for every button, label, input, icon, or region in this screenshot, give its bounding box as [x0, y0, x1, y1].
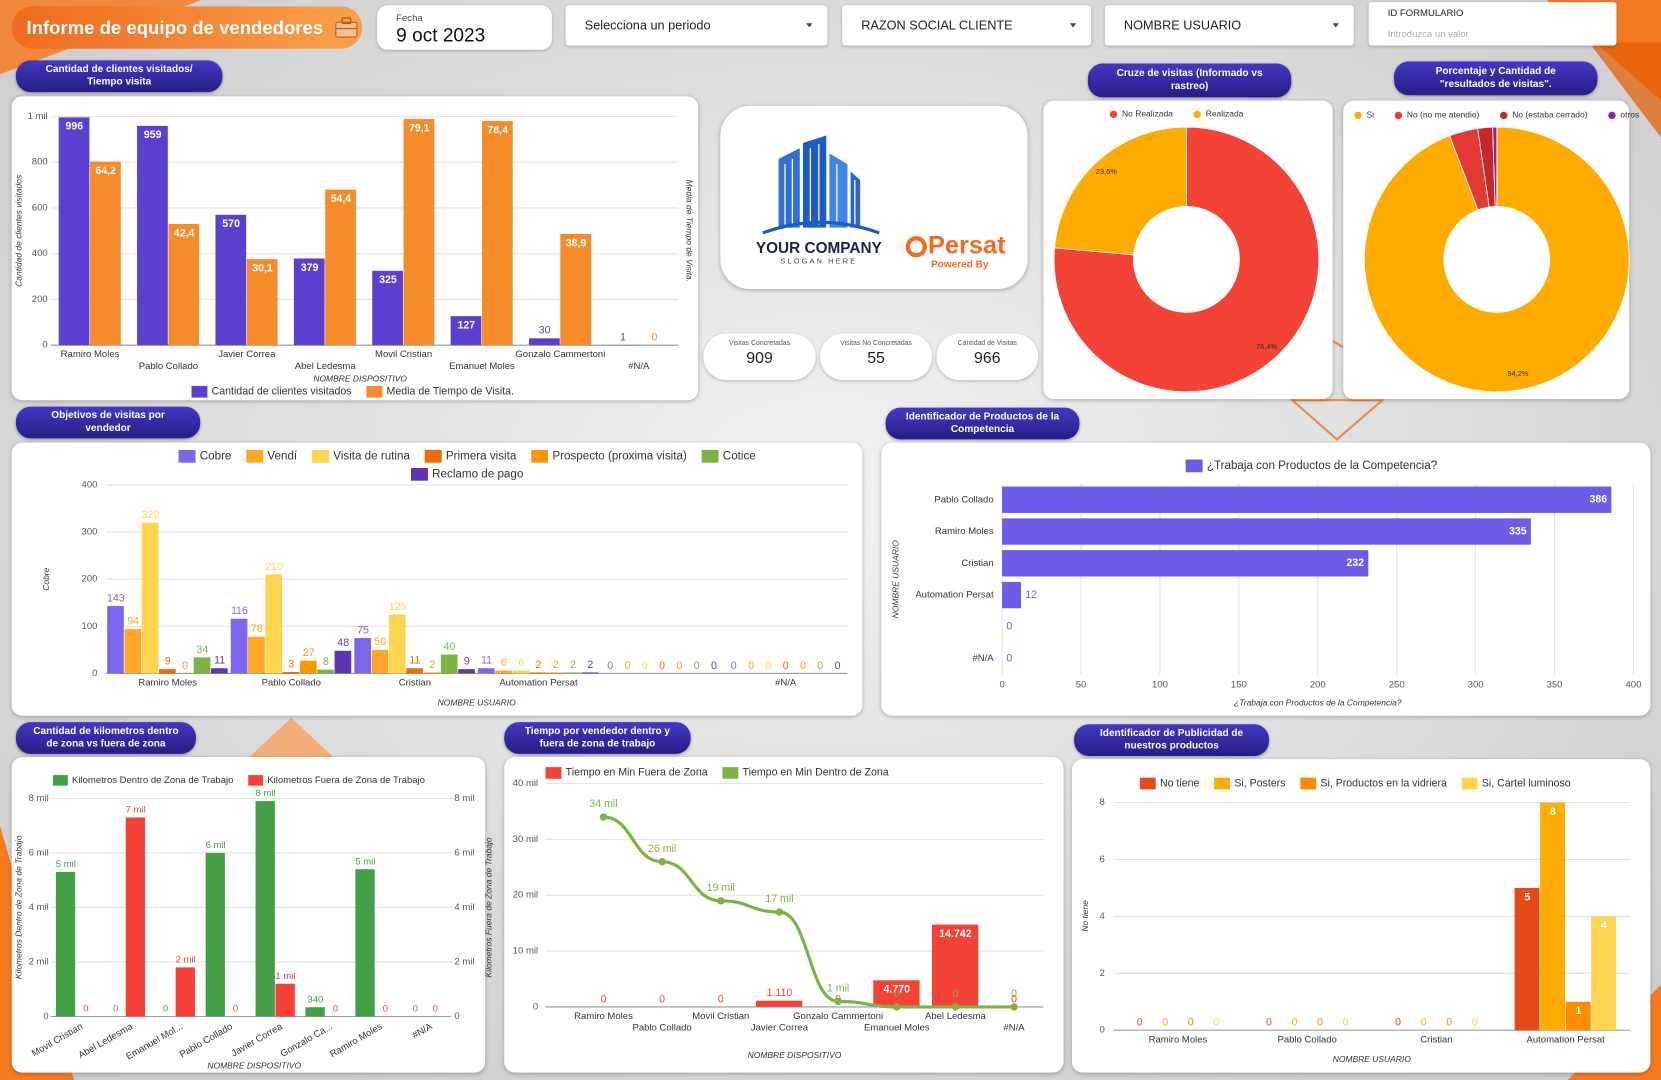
building-icon [778, 135, 861, 228]
header-title: Informe de equipo de vendedores [26, 16, 324, 38]
filter-dropdown[interactable]: Selecciona un periodo [565, 5, 828, 46]
chart-title: Porcentaje y Cantidad de "resultados de … [1394, 61, 1598, 96]
date-label: Fecha [396, 12, 423, 24]
persat-mark [905, 236, 927, 258]
decor [1332, 340, 1344, 349]
brand-name: Persat [928, 231, 1006, 259]
caret [1332, 23, 1339, 28]
card [11, 442, 863, 716]
card [11, 757, 486, 1073]
company-name: YOUR COMPANY [756, 240, 882, 257]
filter-dropdown[interactable]: NOMBRE USUARIO [1104, 5, 1354, 46]
logo-card: YOUR COMPANY SLOGAN HERE Persat Powered … [720, 105, 1028, 290]
kpi-card: Visitas Concretadas 909 [703, 333, 816, 381]
building-lines [784, 143, 856, 225]
briefcase-icon [335, 17, 358, 38]
decor [243, 717, 339, 763]
chart-title: Identificador de Productos de la Compete… [885, 407, 1080, 440]
kpi-label: Visitas Concretadas [728, 339, 791, 348]
powered-by: Powered By [931, 259, 989, 270]
date-value: 9 oct 2023 [396, 24, 486, 46]
chart-title: Objetivos de visitas por vendedor [15, 406, 201, 439]
filter-input[interactable]: ID FORMULARIO Introduzca un valor [1368, 2, 1617, 46]
date-picker[interactable]: Fecha 9 oct 2023 [377, 5, 552, 50]
slogan: SLOGAN HERE [780, 256, 857, 265]
card [1343, 100, 1630, 400]
filter-placeholder: Introduzca un valor [1387, 28, 1469, 40]
chart-title: Identificador de Publicidad de nuestros … [1074, 724, 1270, 756]
kpi-card: Cantidad de Visitas 966 [936, 333, 1039, 381]
kpi-label: Cantidad de Visitas [957, 339, 1017, 348]
swoosh [762, 220, 880, 235]
chart-title: Tiempo por vendedor dentro y fuera de zo… [504, 722, 691, 754]
decor [1289, 399, 1386, 441]
kpi-label: Visitas No Concretadas [840, 339, 912, 348]
caret [1069, 23, 1077, 28]
kpi-value: 909 [746, 349, 773, 368]
logo: YOUR COMPANY SLOGAN HERE Persat Powered … [756, 135, 1006, 270]
chart-title: Cantidad de clientes visitados/ Tiempo v… [15, 60, 223, 93]
header-banner: Informe de equipo de vendedores [11, 6, 363, 49]
kpi-value: 966 [974, 349, 1001, 368]
card [1072, 759, 1651, 1073]
kpi-card: Visitas No Concretadas 55 [819, 333, 933, 381]
filter-label: ID FORMULARIO [1387, 7, 1464, 18]
filter-dropdown[interactable]: RAZON SOCIAL CLIENTE [842, 5, 1092, 46]
chart-title: Cantidad de kilometros dentro de zona vs… [15, 722, 196, 754]
kpi-value: 55 [867, 349, 885, 368]
filter-label: RAZON SOCIAL CLIENTE [861, 17, 1013, 33]
caret [806, 23, 813, 28]
card [881, 442, 1651, 716]
card [504, 757, 1064, 1073]
chart-title: Cruze de visitas (Informado vs rastreo) [1087, 63, 1292, 98]
filter-label: NOMBRE USUARIO [1123, 17, 1242, 33]
card [11, 96, 699, 401]
filter-label: Selecciona un periodo [584, 17, 711, 33]
card [1043, 100, 1333, 400]
